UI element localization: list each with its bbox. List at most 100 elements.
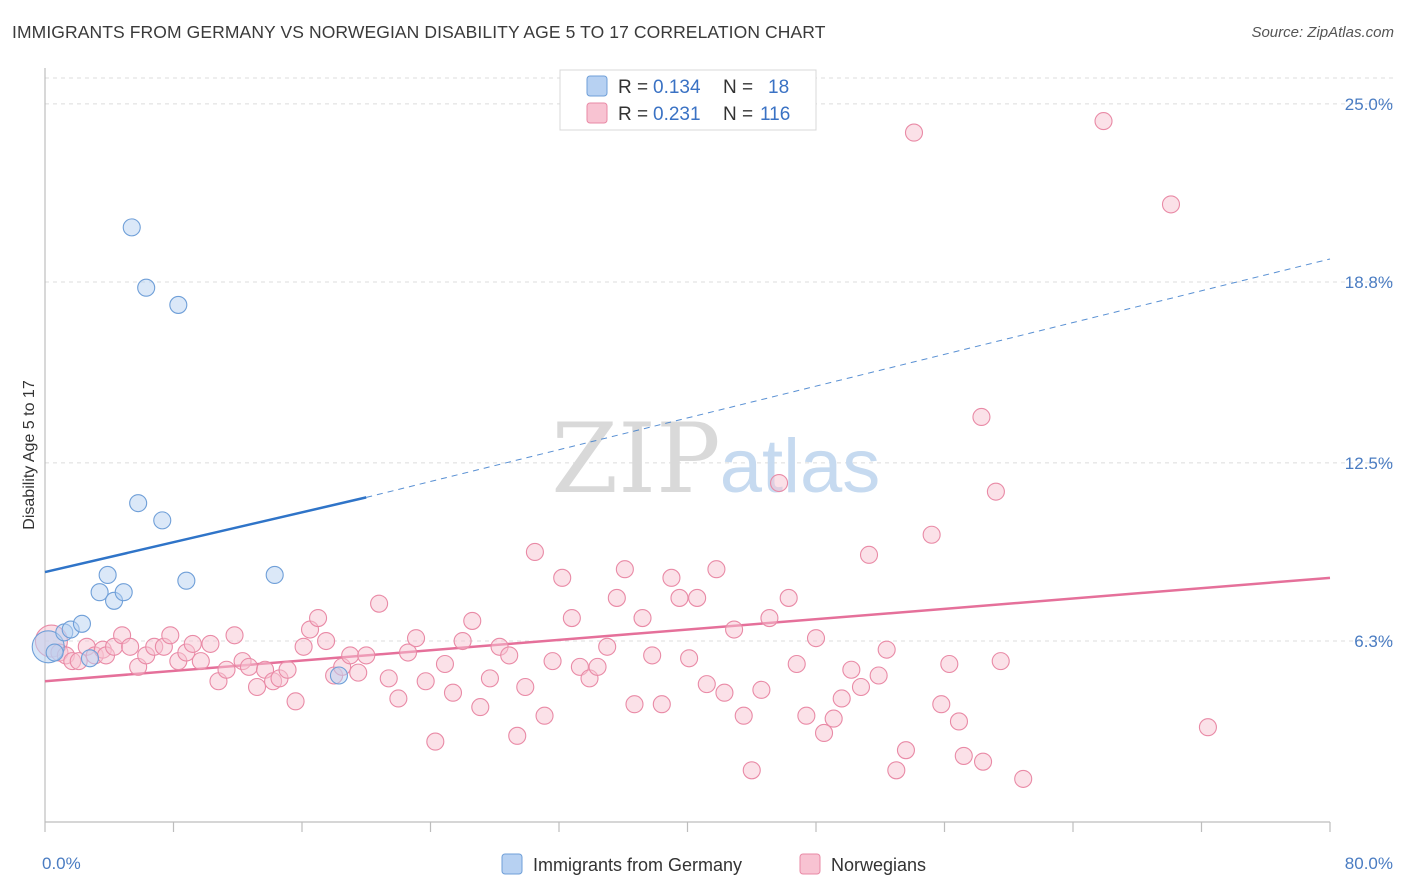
y-tick-label: 18.8% <box>1345 273 1393 292</box>
norwegians-point <box>161 626 180 645</box>
germany-point <box>80 649 100 668</box>
norwegians-point <box>940 654 959 674</box>
norwegians-point <box>787 654 806 674</box>
germany-point <box>122 218 141 237</box>
germany-point <box>45 643 64 662</box>
norwegians-point <box>201 634 220 653</box>
norwegians-point <box>1094 112 1113 131</box>
norwegians-point <box>562 608 581 628</box>
norwegians-point <box>508 726 527 745</box>
axes <box>44 68 1331 832</box>
bottom-legend: Immigrants from Germany Norwegians <box>501 853 926 875</box>
norwegians-point <box>662 568 681 587</box>
norwegians-point <box>278 660 297 679</box>
norwegians-point <box>922 525 941 544</box>
norwegians-point <box>991 652 1010 671</box>
norwegians-point <box>715 683 734 702</box>
norwegians-point <box>516 677 535 697</box>
data-points <box>31 112 1217 788</box>
norwegians-point <box>932 695 951 714</box>
norwegians-point <box>406 629 426 648</box>
germany-trend-line <box>44 496 367 574</box>
norwegians-point <box>191 652 210 671</box>
norwegians-point <box>707 560 726 579</box>
bottom-legend-swatch-germany <box>501 853 523 875</box>
legend-r-value: 0.231 <box>653 104 701 125</box>
norwegians-point <box>426 732 445 751</box>
grid-lines <box>45 77 1393 642</box>
germany-point <box>177 571 196 590</box>
norwegians-point <box>904 123 924 142</box>
norwegians-point <box>500 646 519 665</box>
norwegians-point <box>379 669 398 688</box>
norwegians-point <box>588 657 607 676</box>
norwegians-point <box>752 680 771 699</box>
norwegians-point <box>625 695 644 714</box>
germany-point <box>98 565 117 585</box>
norwegians-point <box>797 706 816 725</box>
germany-point <box>137 278 156 297</box>
norwegians-point <box>349 663 368 682</box>
norwegians-point <box>294 637 313 656</box>
norwegians-point <box>742 761 761 780</box>
norwegians-point <box>389 689 408 708</box>
legend-r-label: R = <box>618 104 648 125</box>
germany-point <box>153 511 172 530</box>
y-tick-label: 25.0% <box>1345 95 1393 114</box>
norwegians-point <box>851 677 871 697</box>
germany-point <box>265 565 284 585</box>
norwegians-point <box>1014 769 1033 788</box>
norwegians-point <box>463 611 482 630</box>
norwegians-point <box>725 620 744 639</box>
norwegians-point <box>309 608 328 628</box>
norwegians-point <box>239 657 259 676</box>
norwegians-point <box>859 545 879 564</box>
norwegians-point <box>286 692 305 711</box>
norwegians-point <box>842 660 861 679</box>
norwegians-point <box>680 649 699 668</box>
legend-swatch-germany <box>586 75 608 97</box>
norwegians-point <box>688 588 707 607</box>
norwegians-point <box>877 640 896 659</box>
norwegians-point <box>972 407 991 427</box>
bottom-legend-label-norwegians: Norwegians <box>831 855 926 875</box>
bottom-legend-swatch-norwegians <box>799 853 821 875</box>
norwegians-point <box>615 560 634 579</box>
norwegians-point <box>633 608 652 628</box>
norwegians-point <box>770 473 789 493</box>
norwegians-point <box>954 746 973 765</box>
legend: R = 0.134 N = 18 R = 0.231 N = 116 <box>559 69 817 131</box>
norwegians-point <box>525 542 544 562</box>
norwegians-point <box>416 672 435 691</box>
legend-n-value: 116 <box>760 104 790 125</box>
germany-trend-line-extension <box>366 258 1331 498</box>
germany-point <box>129 494 148 513</box>
y-axis-label: Disability Age 5 to 17 <box>21 380 38 530</box>
norwegians-point <box>535 706 554 725</box>
norwegians-point <box>543 652 562 671</box>
legend-n-value: 18 <box>768 77 789 98</box>
norwegians-point <box>832 689 851 708</box>
norwegians-point <box>121 637 140 656</box>
norwegians-point <box>869 666 888 685</box>
norwegians-point <box>247 677 267 697</box>
x-tick-label: 0.0% <box>42 854 81 873</box>
norwegians-point <box>370 594 389 613</box>
norwegians-point <box>670 588 689 607</box>
norwegians-point <box>607 588 626 607</box>
x-tick-label: 80.0% <box>1345 854 1393 873</box>
y-tick-label: 12.5% <box>1345 454 1393 473</box>
legend-r-label: R = <box>618 77 648 98</box>
norwegians-point <box>183 634 202 653</box>
norwegians-point <box>480 669 499 688</box>
norwegians-point <box>887 761 906 780</box>
norwegians-point <box>824 709 843 728</box>
norwegians-point <box>217 660 236 679</box>
norwegians-point <box>896 741 916 760</box>
watermark-zip: ZIP <box>551 403 720 515</box>
norwegians-point <box>443 683 463 702</box>
tick-labels: 6.3% 12.5% 18.8% 25.0% 0.0% 80.0% <box>42 95 1393 873</box>
norwegians-point <box>986 482 1005 501</box>
norwegians-point <box>779 588 798 607</box>
